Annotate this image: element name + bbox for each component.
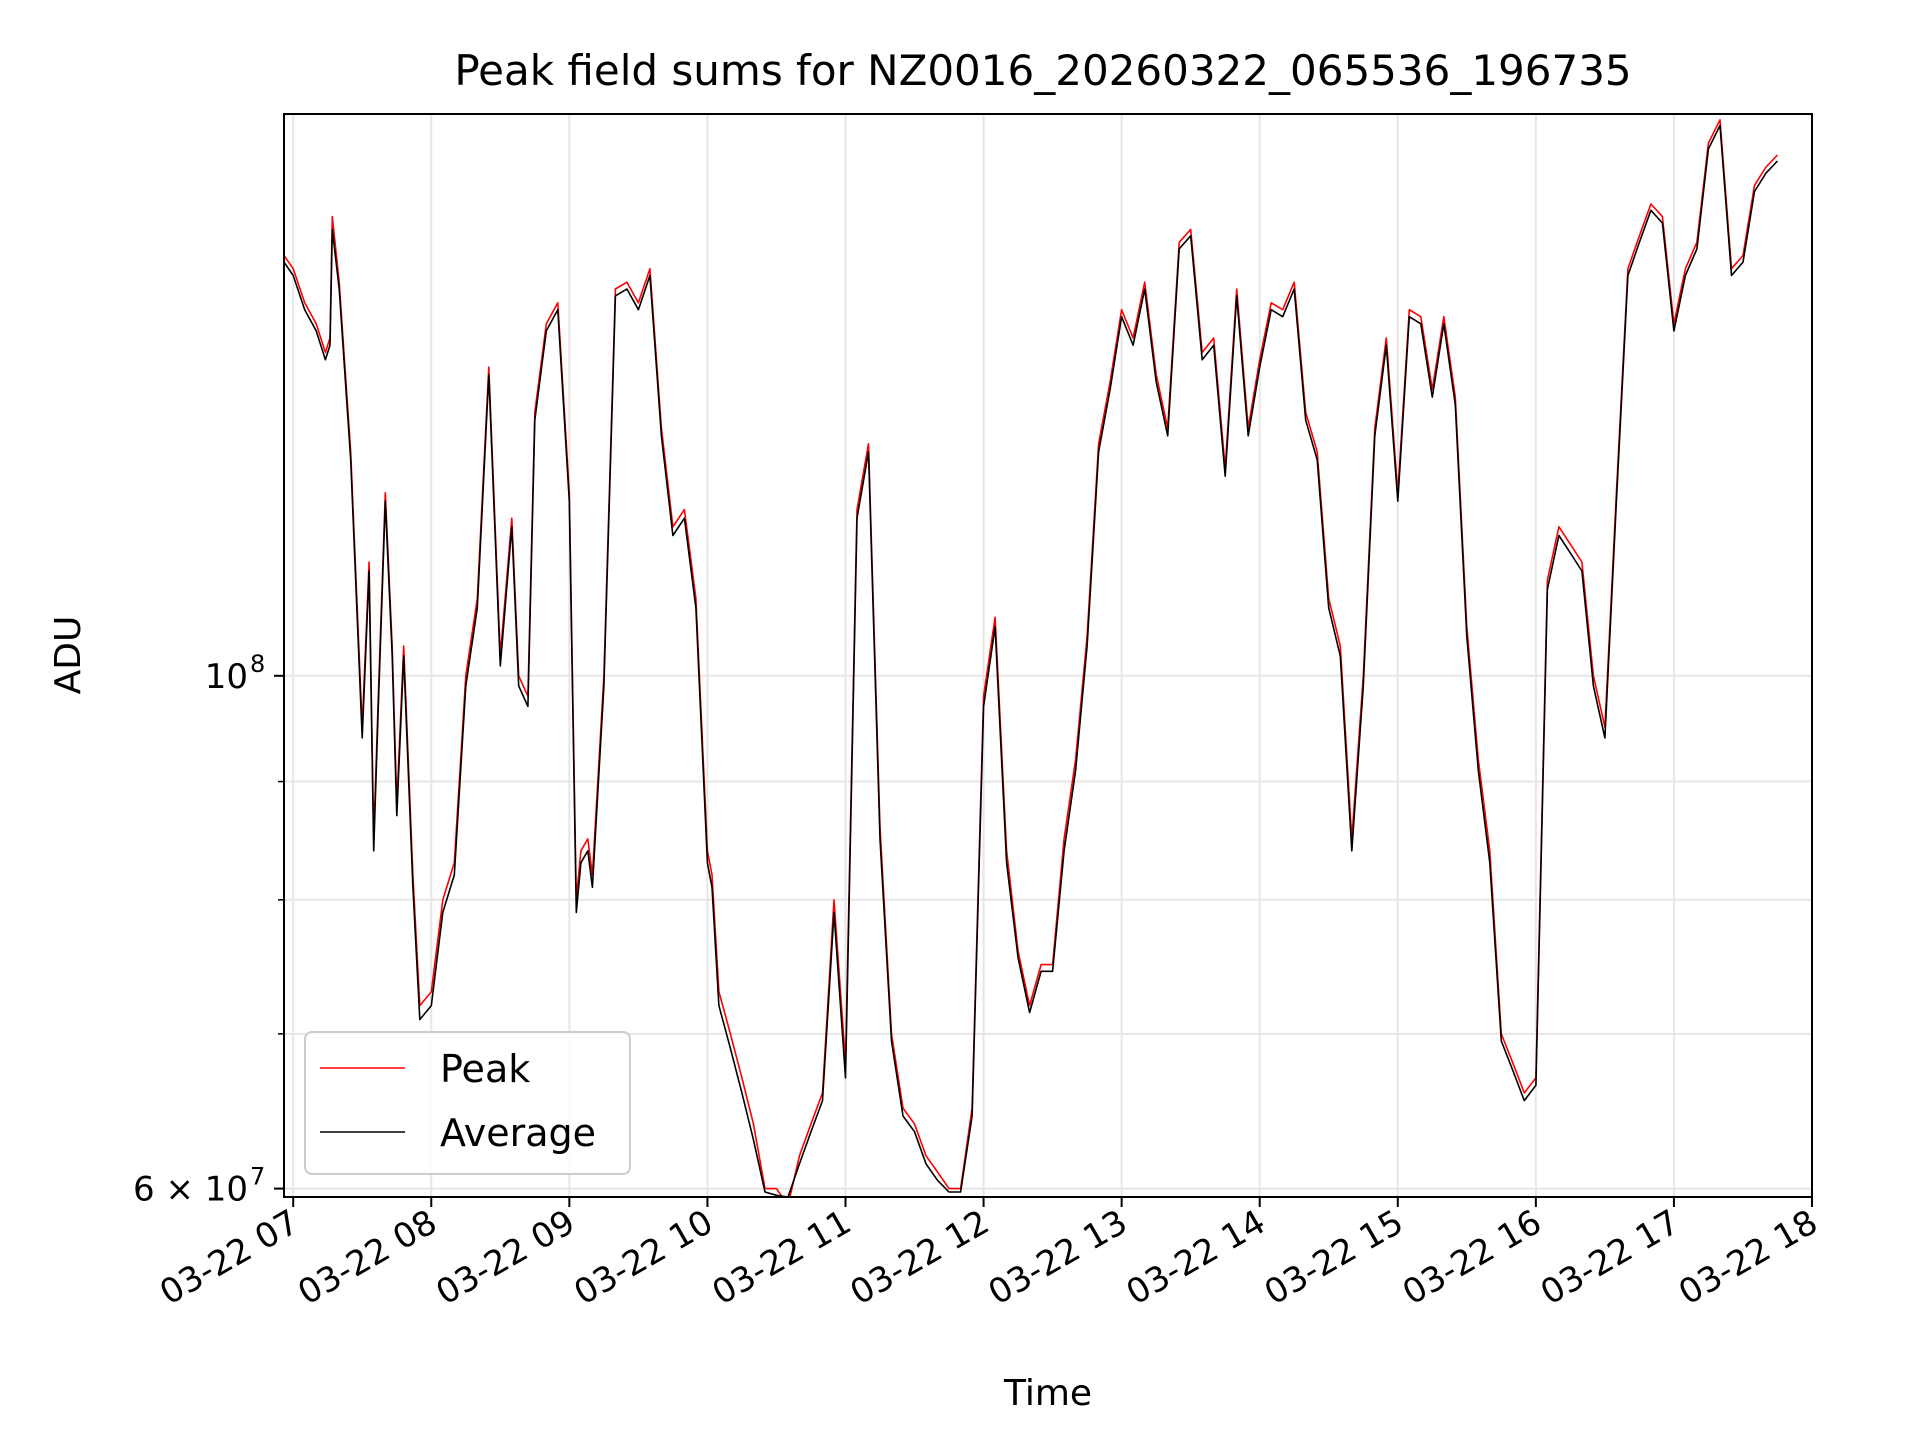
y-tick-label: 10 <box>205 657 248 697</box>
plot-frame <box>283 113 1813 1198</box>
legend-label-average: Average <box>440 1111 596 1155</box>
legend-label-peak: Peak <box>440 1047 530 1091</box>
legend: Peak Average <box>304 1031 631 1175</box>
average-series-line <box>284 124 1779 1197</box>
y-axis-title: ADU <box>48 616 89 695</box>
y-tick-exponent: 7 <box>250 1163 265 1191</box>
y-axis: 10 8 6 × 10 7 <box>133 650 284 1210</box>
grid-lines <box>284 114 1813 1197</box>
x-axis-title: Time <box>1003 1373 1092 1414</box>
y-tick-label: 6 × 10 <box>133 1170 248 1210</box>
chart-title: Peak field sums for NZ0016_20260322_0655… <box>454 46 1631 95</box>
y-tick-exponent: 8 <box>250 650 265 678</box>
series-lines <box>284 119 1779 1197</box>
